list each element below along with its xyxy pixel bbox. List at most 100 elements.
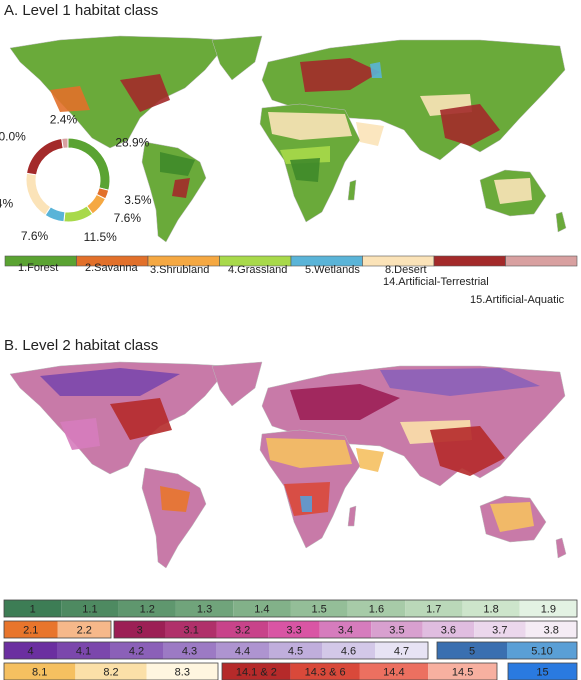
legend-label: 1.2 [140,603,155,615]
habitat-region [60,418,100,450]
legend-cell [75,663,147,680]
legend-cell [118,600,176,617]
habitat-region [40,368,180,396]
legend-label: 3.5 [389,624,404,636]
habitat-region [120,74,170,112]
donut-segment [61,137,69,149]
donut-label: 28.9% [115,135,149,149]
legend-label: 3.3 [286,624,301,636]
legend-cell [4,663,76,680]
donut-label: 2.4% [50,112,78,126]
legend-label: 14.4 [383,666,404,678]
legend-cell [163,642,216,659]
habitat-region [300,58,380,92]
donut-background [25,137,111,223]
legend-label: 15 [536,666,548,678]
legend-label: 4.3 [182,645,197,657]
legend-label: 4.Grassland [228,264,287,276]
landmass [555,211,567,233]
legend-label: 3.4 [338,624,353,636]
legend-cell [216,642,269,659]
legend-label: 1.6 [369,603,384,615]
legend-label: 1.5 [312,603,327,615]
legend-label: 5.Wetlands [305,264,360,276]
legend-cell [110,642,163,659]
legend-group-border [507,662,578,680]
habitat-region [356,448,384,472]
legend-label: 8.1 [32,666,47,678]
legend-group-border [436,641,578,660]
habitat-region [290,158,320,182]
panel-title: A. Level 1 habitat class [4,2,158,19]
habitat-region [494,178,532,204]
legend-label: 3.8 [544,624,559,636]
legend-label: 1.Forest [18,262,58,274]
legend-label: 4 [27,645,33,657]
legend-label: 4.5 [288,645,303,657]
legend-cell [290,663,360,680]
legend-swatch [505,255,578,267]
habitat-region [268,112,352,140]
habitat-region [490,502,534,532]
landmass [555,537,567,559]
legend-label: 4.2 [129,645,144,657]
legend-cell [319,621,372,638]
donut-label: 18.4% [0,196,13,210]
legend-cell [474,621,526,638]
donut-label: 20.0% [0,130,26,144]
legend-cell [428,663,497,680]
legend-cell [61,600,119,617]
legend-cell [422,621,475,638]
legend-cell [114,621,166,638]
legend-label: 14.5 [452,666,473,678]
legend-label: 2.Savanna [85,262,138,274]
habitat-region [266,438,352,468]
legend-cell [519,600,577,617]
legend-cell [525,621,577,638]
legend-label: 1.7 [426,603,441,615]
legend-label: 1.4 [254,603,269,615]
legend-cell [57,621,111,638]
donut-label: 11.5% [84,230,117,244]
legend-cell [222,663,291,680]
legend-label: 2.2 [77,624,92,636]
legend-label: 14.3 & 6 [305,666,346,678]
legend-cell [507,642,577,659]
legend-label: 14.Artificial-Terrestrial [383,276,489,288]
landmass [211,361,263,407]
legend-label: 3.2 [235,624,250,636]
legend-group-border [113,620,578,639]
legend-cell [175,600,234,617]
legend-label: 1 [30,603,36,615]
donut-label: 3.5% [124,193,152,207]
legend-label: 1.8 [483,603,498,615]
legend-group-border [221,662,498,680]
legend-cell [233,600,291,617]
legend-label: 3.Shrubland [150,264,209,276]
legend-cell [437,642,507,659]
legend-cell [4,621,58,638]
legend-cell [405,600,463,617]
legend-cell [462,600,520,617]
legend-label: 8.3 [175,666,190,678]
legend-label: 1.3 [197,603,212,615]
legend-label: 15.Artificial-Aquatic [470,294,565,306]
habitat-region [50,86,90,112]
legend-label: 3.1 [184,624,199,636]
legend-label: 4.7 [394,645,409,657]
legend-label: 3.7 [492,624,507,636]
habitat-region [430,426,505,476]
legend-cell [165,621,217,638]
legend-group-border [3,662,219,680]
legend-label: 8.Desert [385,264,427,276]
donut-label: 7.6% [114,211,142,225]
habitat-region [172,178,190,198]
legend-label: 1.1 [82,603,97,615]
legend-label: 3.6 [441,624,456,636]
legend-cell [359,663,429,680]
landmass [9,35,231,149]
legend-label: 4.4 [235,645,250,657]
legend-cell [4,642,57,659]
legend-label: 5.10 [531,645,552,657]
habitat-region [160,152,195,176]
